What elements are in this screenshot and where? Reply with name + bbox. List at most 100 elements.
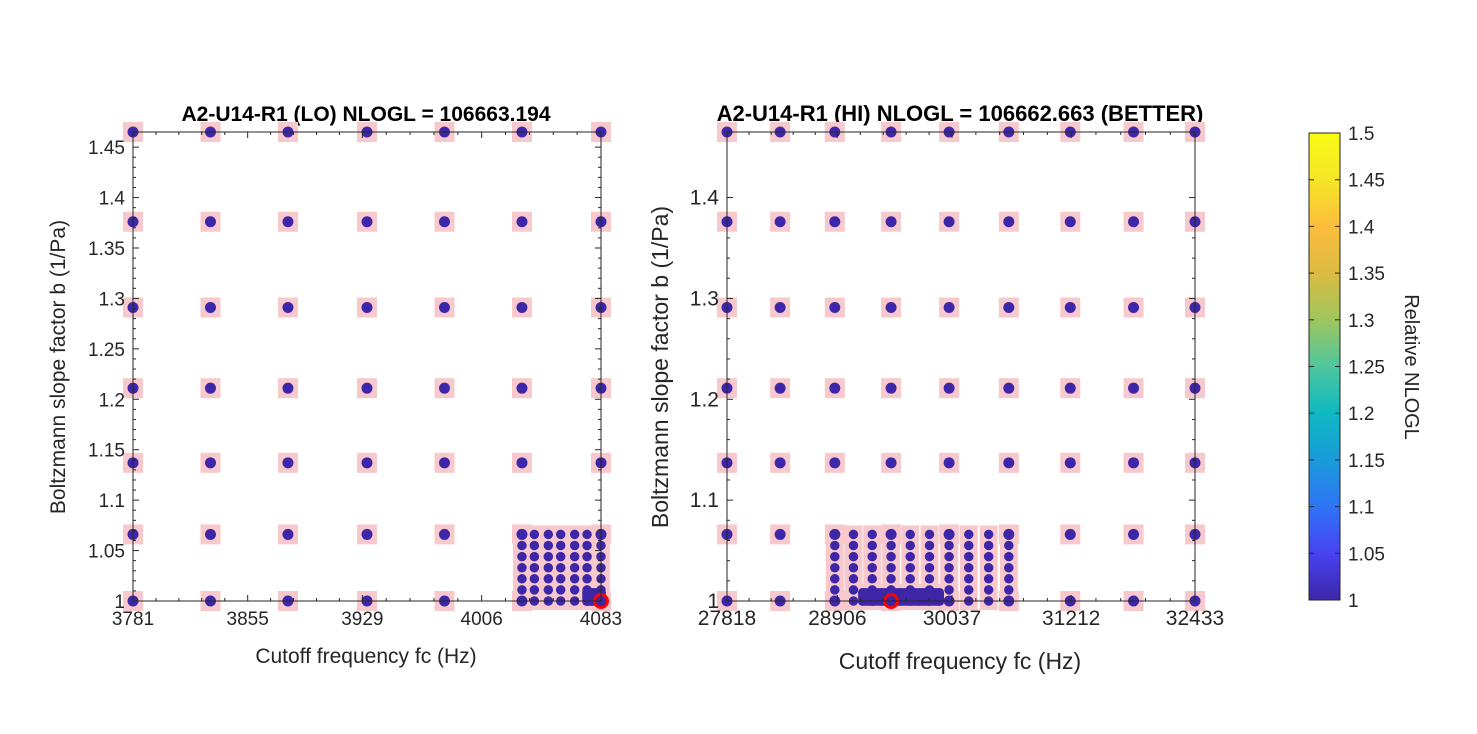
- left-plot-coarse-marker: [438, 301, 450, 313]
- right-plot-fine-marker: [867, 574, 877, 584]
- right-plot-dense-marker: [876, 588, 887, 598]
- left-plot-ytick-label: 1.4: [99, 189, 126, 210]
- right-plot-fine-marker: [848, 562, 859, 573]
- left-plot-coarse-marker: [204, 457, 216, 469]
- right-plot-coarse-marker: [1064, 301, 1076, 313]
- right-plot-fine-marker: [905, 574, 915, 584]
- right-plot-coarse-marker: [1003, 301, 1015, 313]
- right-plot-fine-marker: [886, 574, 896, 584]
- right-plot-coarse-marker: [1064, 216, 1076, 228]
- left-plot-xtick-label: 3929: [341, 609, 383, 630]
- left-plot-ylabel: Boltzmann slope factor b (1/Pa): [47, 220, 70, 514]
- left-plot-fine-marker: [543, 574, 554, 584]
- right-plot-dense-marker: [934, 588, 944, 598]
- right-plot-coarse-marker: [943, 301, 955, 313]
- left-plot-fine-marker: [543, 551, 554, 562]
- left-plot-fine-marker: [569, 562, 580, 573]
- left-plot-fine-marker: [529, 529, 540, 540]
- right-plot-dense-marker: [867, 588, 877, 598]
- right-plot-fine-marker: [964, 574, 974, 584]
- right-plot-coarse-marker: [1064, 528, 1076, 540]
- left-plot-fine-marker: [569, 574, 580, 584]
- left-plot-coarse-marker: [361, 216, 373, 228]
- right-plot-coarse-marker: [1128, 528, 1140, 540]
- right-plot-coarse-marker: [774, 457, 786, 469]
- left-plot-fine-marker: [517, 562, 527, 573]
- right-plot-fine-marker: [964, 529, 974, 540]
- left-plot-xlabel: Cutoff frequency fc (Hz): [255, 645, 476, 668]
- left-plot-fine-marker: [555, 585, 566, 595]
- right-plot-coarse-marker: [1003, 457, 1015, 469]
- left-plot-title: A2-U14-R1 (LO) NLOGL = 106663.194: [181, 103, 550, 126]
- right-plot-coarse-marker: [885, 457, 897, 469]
- left-plot-coarse-marker: [282, 382, 294, 394]
- left-plot-fine-marker: [555, 551, 566, 562]
- right-plot-fine-marker: [905, 529, 915, 540]
- right-plot-ylabel: Boltzmann slope factor b (1/Pa): [647, 206, 673, 528]
- left-plot-ytick-label: 1.1: [99, 491, 125, 512]
- right-plot-fine-marker: [944, 551, 954, 562]
- left-plot-ytick-label: 1.35: [88, 239, 125, 260]
- left-plot-fine-marker: [517, 585, 527, 595]
- right-plot-fine-marker: [886, 551, 896, 562]
- right-plot-fine-marker: [944, 585, 954, 595]
- right-plot-fine-marker: [867, 540, 877, 551]
- right-plot-fine-marker: [944, 562, 954, 573]
- right-plot-coarse-marker: [829, 216, 841, 228]
- left-plot-coarse-marker: [282, 301, 294, 313]
- left-plot-ytick-label: 1: [114, 592, 125, 613]
- right-plot-fine-marker: [964, 562, 974, 573]
- right-plot-xlabel: Cutoff frequency fc (Hz): [839, 648, 1081, 674]
- colorbar-tick-label: 1.2: [1348, 404, 1374, 425]
- right-plot-xtick-label: 31212: [1042, 607, 1100, 630]
- right-plot-coarse-marker: [774, 301, 786, 313]
- left-plot-coarse-marker: [516, 457, 528, 469]
- right-plot-fine-marker: [848, 540, 859, 551]
- right-plot-axes-frame: [726, 131, 1196, 602]
- right-plot-fine-marker: [886, 540, 896, 551]
- left-plot-coarse-marker: [204, 528, 216, 540]
- right-plot-fine-marker: [830, 562, 840, 573]
- right-plot-fine-marker: [848, 529, 859, 540]
- colorbar-tick-label: 1: [1348, 591, 1359, 612]
- right-plot-coarse-marker: [885, 382, 897, 394]
- right-plot-fine-marker: [924, 574, 935, 584]
- right-plot-coarse-marker: [885, 216, 897, 228]
- colorbar-tick-label: 1.45: [1348, 171, 1385, 192]
- colorbar-tick-label: 1.5: [1348, 124, 1374, 145]
- right-plot-fine-marker: [830, 585, 840, 595]
- right-plot-fine-marker: [983, 551, 994, 562]
- left-plot-fine-marker: [517, 529, 527, 540]
- right-plot-fine-marker: [964, 540, 974, 551]
- right-plot-coarse-marker: [774, 382, 786, 394]
- right-plot-fine-marker: [867, 551, 877, 562]
- left-plot-fine-marker: [543, 529, 554, 540]
- right-plot-coarse-marker: [829, 382, 841, 394]
- colorbar-gradient: [1309, 133, 1340, 600]
- right-plot-fine-marker: [964, 585, 974, 595]
- right-plot-xtick-label: 32433: [1166, 607, 1224, 630]
- colorbar-tick-label: 1.25: [1348, 358, 1385, 379]
- right-plot-coarse-marker: [1064, 457, 1076, 469]
- left-plot-coarse-marker: [516, 301, 528, 313]
- right-plot-fine-marker: [1004, 562, 1014, 573]
- right-plot-fine-marker: [983, 574, 994, 584]
- left-plot-fine-marker: [543, 540, 554, 551]
- colorbar-label: Relative NLOGL: [1400, 294, 1422, 440]
- right-plot-fine-marker: [905, 540, 915, 551]
- right-plot: A2-U14-R1 (HI) NLOGL = 106662.663 (BETTE…: [647, 101, 1224, 674]
- left-plot-fine-marker: [529, 585, 540, 595]
- right-plot-fine-marker: [983, 540, 994, 551]
- left-plot-coarse-marker: [204, 216, 216, 228]
- colorbar-tick-label: 1.35: [1348, 264, 1385, 285]
- right-plot-coarse-marker: [943, 382, 955, 394]
- left-plot-fine-marker: [582, 540, 592, 551]
- left-plot-fine-marker: [555, 540, 566, 551]
- left-plot-ytick-label: 1.45: [88, 138, 125, 159]
- left-plot-coarse-marker: [361, 457, 373, 469]
- left-plot-fine-marker: [555, 529, 566, 540]
- colorbar-tick-label: 1.3: [1348, 311, 1374, 332]
- left-plot-ytick-label: 1.25: [88, 340, 125, 361]
- right-plot-coarse-marker: [1003, 216, 1015, 228]
